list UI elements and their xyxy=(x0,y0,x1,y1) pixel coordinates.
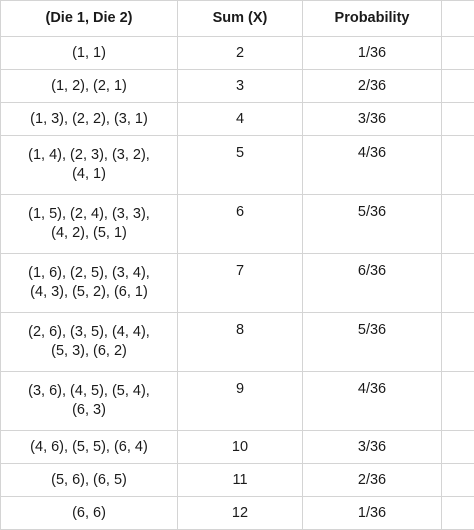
sum-cell[interactable]: 8 xyxy=(178,313,303,372)
outcomes-line-2: (4, 3), (5, 2), (6, 1) xyxy=(1,283,177,302)
outcomes-line-1: (1, 4), (2, 3), (3, 2), xyxy=(1,146,177,165)
outcomes-cell[interactable]: (1, 1) xyxy=(1,37,178,70)
outcomes-cell[interactable]: (1, 5), (2, 4), (3, 3), (4, 2), (5, 1) xyxy=(1,195,178,254)
empty-cell[interactable] xyxy=(442,464,474,497)
probability-cell[interactable]: 2/36 xyxy=(303,464,442,497)
outcomes-cell[interactable]: (1, 2), (2, 1) xyxy=(1,70,178,103)
outcomes-cell[interactable]: (1, 3), (2, 2), (3, 1) xyxy=(1,103,178,136)
header-outcomes[interactable]: (Die 1, Die 2) xyxy=(1,1,178,37)
empty-cell[interactable] xyxy=(442,136,474,195)
sum-cell[interactable]: 5 xyxy=(178,136,303,195)
empty-cell[interactable] xyxy=(442,254,474,313)
probability-cell[interactable]: 3/36 xyxy=(303,431,442,464)
header-sum[interactable]: Sum (X) xyxy=(178,1,303,37)
outcomes-line-1: (1, 6), (2, 5), (3, 4), xyxy=(1,264,177,283)
table-row: (1, 1) 2 1/36 xyxy=(1,37,474,70)
outcomes-cell[interactable]: (1, 6), (2, 5), (3, 4), (4, 3), (5, 2), … xyxy=(1,254,178,313)
table-row: (3, 6), (4, 5), (5, 4), (6, 3) 9 4/36 xyxy=(1,372,474,431)
sum-cell[interactable]: 6 xyxy=(178,195,303,254)
table-row: (1, 5), (2, 4), (3, 3), (4, 2), (5, 1) 6… xyxy=(1,195,474,254)
empty-cell[interactable] xyxy=(442,372,474,431)
outcomes-line-2: (4, 2), (5, 1) xyxy=(1,224,177,243)
outcomes-line-1: (1, 5), (2, 4), (3, 3), xyxy=(1,205,177,224)
empty-cell[interactable] xyxy=(442,497,474,530)
probability-cell[interactable]: 3/36 xyxy=(303,103,442,136)
sum-cell[interactable]: 4 xyxy=(178,103,303,136)
empty-cell[interactable] xyxy=(442,1,474,37)
probability-cell[interactable]: 6/36 xyxy=(303,254,442,313)
sum-cell[interactable]: 3 xyxy=(178,70,303,103)
outcomes-cell[interactable]: (6, 6) xyxy=(1,497,178,530)
outcomes-cell[interactable]: (3, 6), (4, 5), (5, 4), (6, 3) xyxy=(1,372,178,431)
table-row: (1, 6), (2, 5), (3, 4), (4, 3), (5, 2), … xyxy=(1,254,474,313)
outcomes-cell[interactable]: (2, 6), (3, 5), (4, 4), (5, 3), (6, 2) xyxy=(1,313,178,372)
table-row: (4, 6), (5, 5), (6, 4) 10 3/36 xyxy=(1,431,474,464)
sum-cell[interactable]: 7 xyxy=(178,254,303,313)
probability-cell[interactable]: 1/36 xyxy=(303,497,442,530)
table-row: (6, 6) 12 1/36 xyxy=(1,497,474,530)
outcomes-line-1: (2, 6), (3, 5), (4, 4), xyxy=(1,323,177,342)
outcomes-cell[interactable]: (1, 4), (2, 3), (3, 2), (4, 1) xyxy=(1,136,178,195)
outcomes-line-2: (5, 3), (6, 2) xyxy=(1,342,177,361)
sum-cell[interactable]: 10 xyxy=(178,431,303,464)
empty-cell[interactable] xyxy=(442,103,474,136)
spreadsheet: (Die 1, Die 2) Sum (X) Probability (1, 1… xyxy=(0,0,474,475)
table-row: (1, 2), (2, 1) 3 2/36 xyxy=(1,70,474,103)
table-row: (1, 4), (2, 3), (3, 2), (4, 1) 5 4/36 xyxy=(1,136,474,195)
outcomes-line-2: (4, 1) xyxy=(1,165,177,184)
probability-cell[interactable]: 4/36 xyxy=(303,372,442,431)
empty-cell[interactable] xyxy=(442,431,474,464)
outcomes-cell[interactable]: (5, 6), (6, 5) xyxy=(1,464,178,497)
probability-cell[interactable]: 1/36 xyxy=(303,37,442,70)
probability-cell[interactable]: 5/36 xyxy=(303,195,442,254)
outcomes-line-2: (6, 3) xyxy=(1,401,177,420)
header-probability[interactable]: Probability xyxy=(303,1,442,37)
sum-cell[interactable]: 9 xyxy=(178,372,303,431)
empty-cell[interactable] xyxy=(442,37,474,70)
table-row: (1, 3), (2, 2), (3, 1) 4 3/36 xyxy=(1,103,474,136)
probability-cell[interactable]: 5/36 xyxy=(303,313,442,372)
empty-cell[interactable] xyxy=(442,195,474,254)
header-row: (Die 1, Die 2) Sum (X) Probability xyxy=(1,1,474,37)
empty-cell[interactable] xyxy=(442,313,474,372)
probability-cell[interactable]: 2/36 xyxy=(303,70,442,103)
sum-cell[interactable]: 12 xyxy=(178,497,303,530)
table-row: (2, 6), (3, 5), (4, 4), (5, 3), (6, 2) 8… xyxy=(1,313,474,372)
sum-cell[interactable]: 2 xyxy=(178,37,303,70)
table-row: (5, 6), (6, 5) 11 2/36 xyxy=(1,464,474,497)
outcomes-cell[interactable]: (4, 6), (5, 5), (6, 4) xyxy=(1,431,178,464)
probability-cell[interactable]: 4/36 xyxy=(303,136,442,195)
empty-cell[interactable] xyxy=(442,70,474,103)
sum-cell[interactable]: 11 xyxy=(178,464,303,497)
outcomes-line-1: (3, 6), (4, 5), (5, 4), xyxy=(1,382,177,401)
